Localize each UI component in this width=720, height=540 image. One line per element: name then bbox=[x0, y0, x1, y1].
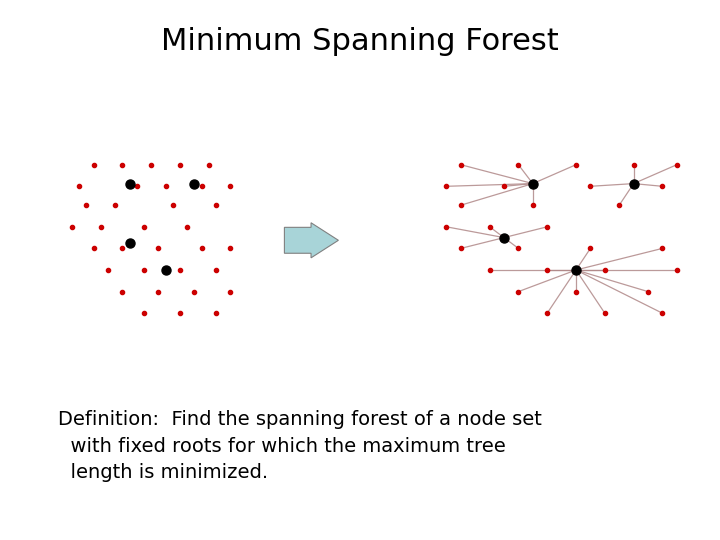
Text: Definition:  Find the spanning forest of a node set
  with fixed roots for which: Definition: Find the spanning forest of … bbox=[58, 410, 541, 482]
Text: Minimum Spanning Forest: Minimum Spanning Forest bbox=[161, 27, 559, 56]
FancyArrow shape bbox=[284, 222, 338, 258]
